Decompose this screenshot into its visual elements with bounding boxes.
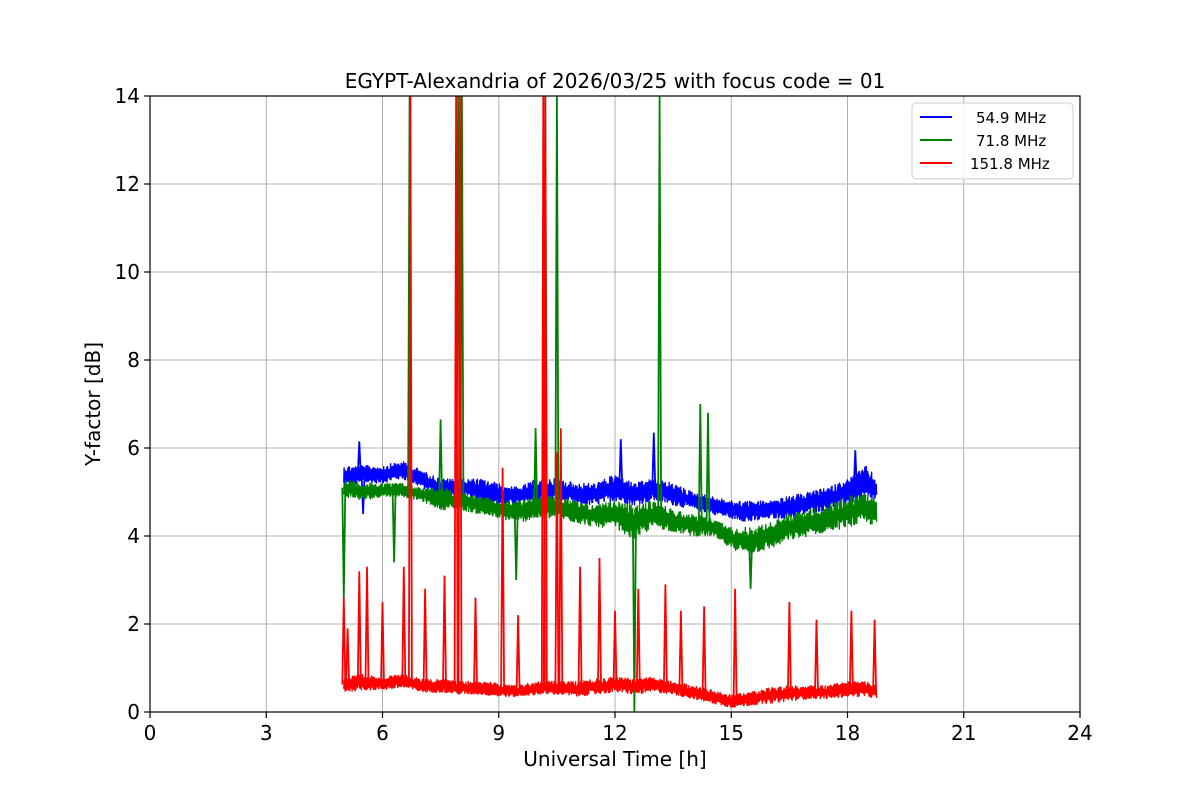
x-tick-label: 18 bbox=[835, 721, 860, 745]
spike-151-8-mhz bbox=[787, 601, 792, 694]
x-tick-label: 3 bbox=[260, 721, 273, 745]
y-tick-label: 12 bbox=[115, 172, 140, 196]
spike-151-8-mhz bbox=[542, 96, 548, 688]
spike-151-8-mhz bbox=[341, 597, 347, 685]
legend-label-54-9-mhz: 54.9 MHz bbox=[976, 109, 1046, 127]
spike-54-9-mhz bbox=[651, 432, 657, 490]
series-151-8-mhz bbox=[341, 96, 878, 708]
spike-71-8-mhz bbox=[748, 540, 753, 589]
spike-151-8-mhz bbox=[364, 566, 370, 683]
y-axis-label: Y-factor [dB] bbox=[81, 342, 105, 467]
spike-151-8-mhz bbox=[814, 619, 819, 693]
spike-151-8-mhz bbox=[407, 96, 413, 684]
legend-box bbox=[911, 102, 1074, 180]
series-line-54-9-mhz bbox=[343, 461, 878, 522]
spike-151-8-mhz bbox=[701, 606, 707, 695]
series-71-8-mhz bbox=[341, 96, 878, 712]
spike-151-8-mhz bbox=[577, 566, 583, 689]
spike-151-8-mhz bbox=[356, 571, 362, 683]
spike-151-8-mhz bbox=[732, 588, 738, 701]
spike-151-8-mhz bbox=[345, 628, 350, 685]
spike-151-8-mhz bbox=[500, 467, 505, 691]
spike-151-8-mhz bbox=[554, 452, 560, 688]
y-tick-label: 2 bbox=[127, 612, 140, 636]
x-axis-label: Universal Time [h] bbox=[523, 747, 706, 771]
spike-151-8-mhz bbox=[663, 584, 668, 687]
y-tick-label: 8 bbox=[127, 348, 140, 372]
spike-151-8-mhz bbox=[849, 610, 854, 689]
legend: 54.9 MHz 71.8 MHz 151.8 MHz bbox=[911, 102, 1074, 180]
spike-151-8-mhz bbox=[422, 588, 428, 686]
spike-71-8-mhz bbox=[554, 96, 560, 508]
chart-title: EGYPT-Alexandria of 2026/03/25 with focu… bbox=[345, 69, 886, 93]
spike-71-8-mhz bbox=[513, 511, 519, 581]
spike-151-8-mhz bbox=[401, 566, 407, 682]
spike-151-8-mhz bbox=[515, 615, 521, 692]
spike-151-8-mhz bbox=[678, 610, 684, 690]
x-tick-label: 0 bbox=[144, 721, 157, 745]
series-line-71-8-mhz bbox=[343, 480, 878, 554]
spike-71-8-mhz bbox=[657, 96, 662, 517]
spike-151-8-mhz bbox=[473, 597, 478, 688]
spike-71-8-mhz bbox=[438, 419, 443, 499]
spike-54-9-mhz bbox=[852, 450, 858, 489]
x-tick-label: 9 bbox=[492, 721, 505, 745]
spike-71-8-mhz bbox=[391, 489, 397, 563]
spike-151-8-mhz bbox=[442, 575, 447, 687]
spike-151-8-mhz bbox=[597, 557, 602, 687]
x-tick-label: 21 bbox=[951, 721, 976, 745]
spike-151-8-mhz bbox=[558, 428, 564, 689]
spike-54-9-mhz bbox=[618, 439, 624, 490]
y-tick-label: 4 bbox=[127, 524, 140, 548]
spike-71-8-mhz bbox=[341, 487, 347, 598]
legend-label-71-8-mhz: 71.8 MHz bbox=[976, 132, 1046, 150]
spike-71-8-mhz bbox=[697, 403, 703, 526]
y-tick-label: 0 bbox=[127, 700, 140, 724]
legend-label-151-8-mhz: 151.8 MHz bbox=[970, 155, 1050, 173]
x-tick-label: 12 bbox=[602, 721, 627, 745]
y-tick-label: 6 bbox=[127, 436, 140, 460]
spike-71-8-mhz bbox=[632, 522, 637, 712]
spike-151-8-mhz bbox=[635, 588, 641, 687]
spike-151-8-mhz bbox=[872, 619, 877, 692]
spike-71-8-mhz bbox=[533, 428, 538, 508]
spike-151-8-mhz bbox=[453, 96, 459, 688]
x-tick-label: 24 bbox=[1067, 721, 1092, 745]
series-54-9-mhz bbox=[343, 432, 878, 522]
y-tick-label: 14 bbox=[115, 84, 140, 108]
spike-151-8-mhz bbox=[612, 610, 618, 685]
spike-71-8-mhz bbox=[705, 412, 711, 527]
spike-151-8-mhz bbox=[380, 601, 385, 684]
x-tick-label: 15 bbox=[719, 721, 744, 745]
spike-54-9-mhz bbox=[356, 441, 362, 475]
spike-151-8-mhz bbox=[457, 96, 463, 688]
series-layer bbox=[341, 96, 878, 712]
y-tick-label: 10 bbox=[115, 260, 140, 284]
x-tick-label: 6 bbox=[376, 721, 389, 745]
